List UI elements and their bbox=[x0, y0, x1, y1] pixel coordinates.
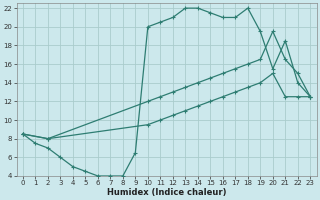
X-axis label: Humidex (Indice chaleur): Humidex (Indice chaleur) bbox=[107, 188, 226, 197]
